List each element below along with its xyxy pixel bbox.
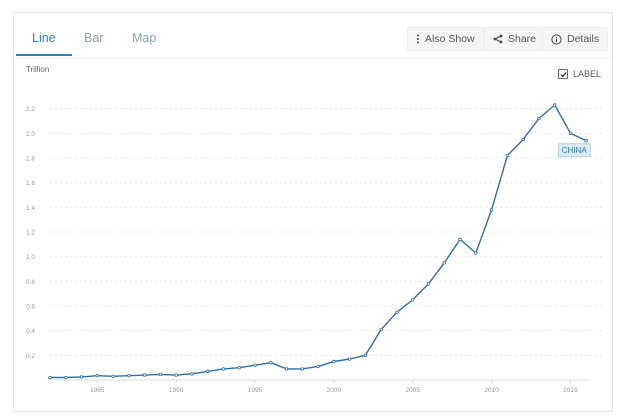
data-point[interactable] [552,103,557,107]
data-point[interactable] [253,363,257,367]
data-point[interactable] [64,375,68,380]
data-point[interactable] [458,237,462,242]
tab-bar[interactable]: Bar [84,31,104,45]
y-tick-label: 0.6 [26,304,35,311]
vertical-ellipsis-icon [416,34,420,44]
data-point[interactable] [537,116,541,121]
data-point[interactable] [284,367,289,371]
data-point[interactable] [568,131,573,136]
details-label: Details [567,33,600,45]
x-tick-label: 1985 [90,387,105,394]
y-tick-label: 1.4 [26,205,35,212]
data-point[interactable] [363,353,368,358]
share-label: Share [508,33,537,45]
data-point[interactable] [206,369,210,374]
data-point[interactable] [521,137,525,142]
data-point[interactable] [95,373,100,378]
data-point[interactable] [379,327,383,332]
y-tick-label: 0.2 [26,353,35,360]
x-tick-label: 2015 [563,387,578,394]
series-tag-label: CHINA [562,146,588,155]
y-tick-label: 0.8 [26,279,35,286]
data-point[interactable] [442,261,446,265]
data-point[interactable] [48,375,52,380]
x-tick-label: 1995 [248,387,263,394]
data-point[interactable] [395,310,399,314]
data-point[interactable] [332,359,336,364]
x-tick-label: 1990 [169,387,184,394]
chart-card: Line Bar Map Also Show Share Details Tri… [13,12,614,412]
data-point[interactable] [347,357,352,361]
y-tick-label: 0.4 [26,328,35,335]
data-point[interactable] [426,282,431,286]
x-tick-label: 2000 [327,387,342,394]
also-show-label: Also Show [425,33,475,45]
tab-map[interactable]: Map [132,31,157,45]
line-chart: 0.20.40.60.81.01.21.41.61.82.02.2 1985 19… [26,103,602,394]
details-button[interactable]: Details [542,27,609,51]
data-point[interactable] [505,153,510,158]
data-point[interactable] [79,375,84,379]
data-point[interactable] [269,361,273,365]
y-tick-label: 2.2 [26,106,35,113]
label-toggle-text: LABEL [573,69,602,79]
tabs-divider [14,58,614,59]
y-tick-label: 1.6 [26,180,35,187]
grid-lines [50,108,602,356]
data-point[interactable] [489,208,494,212]
y-axis-ticks: 0.2 0.4 0.6 0.8 1.0 1.2 1.4 1.6 1.8 2.0 2.2 [26,106,35,360]
x-tick-label: 2005 [406,387,421,394]
label-checkbox[interactable] [558,69,568,79]
data-point[interactable] [127,373,131,378]
series-tag: CHINA [557,143,591,158]
tab-line[interactable]: Line [16,31,72,56]
data-point[interactable] [474,251,478,255]
series-china [48,103,588,380]
x-axis-ticks: 1985 1990 1995 2000 2005 2010 2015 [90,380,578,394]
also-show-button[interactable]: Also Show [407,27,484,51]
data-point[interactable] [584,139,588,143]
data-point[interactable] [237,365,241,370]
label-toggle[interactable]: LABEL [558,69,601,79]
data-point[interactable] [158,372,163,377]
y-tick-label: 1.2 [26,230,35,237]
data-point[interactable] [300,367,305,371]
series-line [50,104,587,379]
data-point[interactable] [190,372,194,376]
data-point[interactable] [316,364,320,369]
data-point[interactable] [174,373,178,377]
y-tick-label: 1.8 [26,156,35,163]
y-tick-label: 1.0 [26,254,35,261]
data-point[interactable] [142,373,147,377]
x-tick-label: 2010 [484,387,499,394]
info-icon [551,33,562,45]
unit-label: Trillion [26,65,50,74]
data-point[interactable] [111,374,115,378]
data-point[interactable] [411,298,415,302]
y-tick-label: 2.0 [26,131,35,138]
series-tag-box [557,143,591,158]
data-point[interactable] [221,367,226,371]
share-icon [493,34,503,44]
